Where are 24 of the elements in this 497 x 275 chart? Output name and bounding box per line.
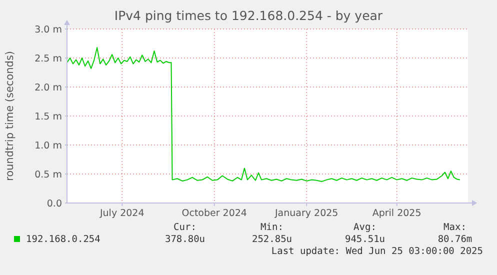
- text: Avg:: [354, 222, 376, 233]
- y-tick-label: 2.0 m: [34, 82, 62, 94]
- text: Last update: Wed Jun 25 03:00:00 2025: [271, 246, 483, 257]
- x-tick-label: October 2024: [182, 208, 247, 219]
- y-tick-label: 1.5 m: [34, 111, 62, 122]
- y-tick-label: 0.5 m: [34, 169, 62, 180]
- y-tick-label: 1.0 m: [34, 140, 62, 152]
- x-tick-label: April 2025: [372, 208, 422, 219]
- text: 252.85u: [252, 234, 292, 245]
- text: Max:: [444, 222, 466, 233]
- line-series: [66, 47, 460, 182]
- x-tick-label: January 2025: [274, 208, 338, 219]
- chart-title: IPv4 ping times to 192.168.0.254 - by year: [114, 8, 384, 23]
- y-tick-label: 3.0 m: [34, 24, 62, 36]
- y-tick-label: 2.5 m: [34, 53, 62, 64]
- legend-label: 192.168.0.254: [26, 234, 101, 245]
- text: 378.80u: [164, 234, 206, 245]
- text: 945.51u: [344, 234, 386, 245]
- y-tick-label: 0.0: [46, 198, 62, 210]
- text: Cur:: [174, 222, 196, 233]
- x-tick-label: July 2024: [98, 208, 144, 219]
- text: Min:: [260, 222, 284, 233]
- text: 80.76m: [438, 234, 472, 245]
- y-axis-title: roundtrip time (seconds): [4, 50, 16, 182]
